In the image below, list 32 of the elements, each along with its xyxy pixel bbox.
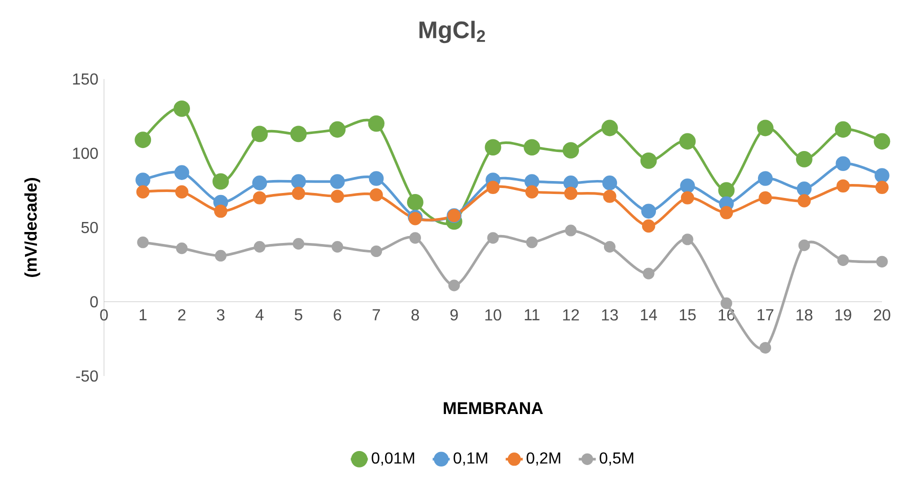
legend-label: 0,5M xyxy=(600,452,634,466)
y-tick-label: 100 xyxy=(73,148,98,159)
x-tick-label: 9 xyxy=(450,309,458,321)
x-tick-label: 19 xyxy=(835,309,852,321)
x-tick-label: 18 xyxy=(796,309,812,321)
x-tick-label: 14 xyxy=(640,309,657,320)
y-tick-label: 0 xyxy=(90,296,98,308)
legend-label: 0,2M xyxy=(526,452,560,466)
x-tick-label: 6 xyxy=(334,309,342,321)
x-tick-label: 8 xyxy=(411,309,419,321)
x-axis-title: MEMBRANA xyxy=(444,402,543,414)
y-tick-label: -50 xyxy=(76,370,98,382)
x-tick-label: 5 xyxy=(294,309,302,320)
y-tick-label: 50 xyxy=(81,222,98,234)
x-tick-label: 10 xyxy=(485,309,502,321)
x-tick-label: 3 xyxy=(216,309,224,321)
chart-title: MgCl$_{2}$ xyxy=(419,20,485,44)
y-axis-title: (mV/decade) xyxy=(24,178,40,278)
x-tick-label: 11 xyxy=(524,309,540,320)
x-tick-label: 4 xyxy=(256,309,264,320)
x-tick-label: 17 xyxy=(758,309,774,320)
x-tick-label: 12 xyxy=(563,309,579,320)
x-tick-label: 2 xyxy=(178,309,186,320)
x-tick-label: 1 xyxy=(140,309,147,320)
legend-label: 0,01M xyxy=(372,452,414,466)
x-tick-label: 7 xyxy=(372,309,380,320)
x-tick-label: 20 xyxy=(874,309,890,321)
x-tick-label: 15 xyxy=(680,309,696,320)
legend-label: 0,1M xyxy=(454,452,488,466)
y-tick-label: 150 xyxy=(73,73,98,85)
x-tick-label: 13 xyxy=(602,309,618,321)
x-tick-label: 0 xyxy=(100,309,108,321)
